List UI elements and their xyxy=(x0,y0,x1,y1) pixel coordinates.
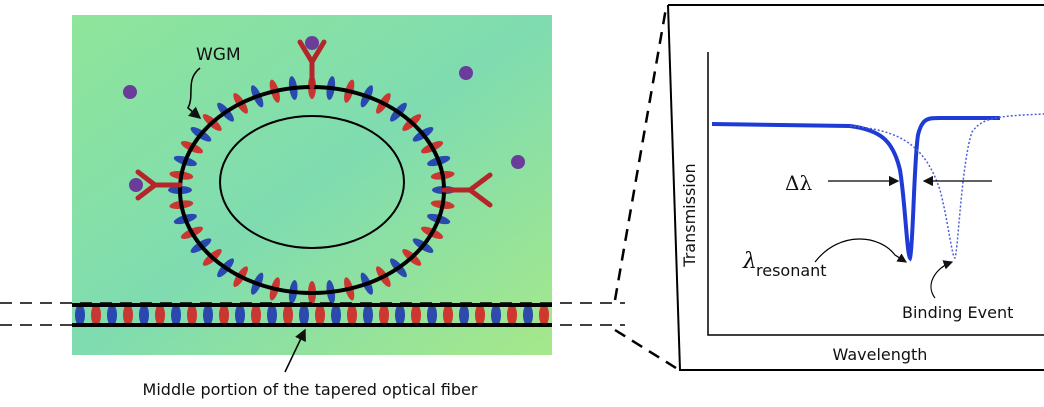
mode-lobe xyxy=(91,304,101,326)
mode-lobe xyxy=(283,304,293,326)
simulation-panel: WGM Middle portion of the tapered optica… xyxy=(72,15,552,399)
resonator-inner xyxy=(219,115,405,249)
fiber-arrow xyxy=(284,328,306,373)
mode-lobe xyxy=(475,304,485,326)
molecule xyxy=(129,178,143,192)
mode-lobe xyxy=(251,304,261,326)
panel-frame xyxy=(667,4,1044,371)
mode-lobe xyxy=(75,304,85,326)
resonance-arrow xyxy=(814,238,908,263)
antibodies xyxy=(135,39,493,208)
mode-lobe xyxy=(267,304,277,326)
molecules xyxy=(123,36,525,192)
fiber-label: Middle portion of the tapered optical fi… xyxy=(143,380,478,399)
connector-lines xyxy=(0,7,677,370)
resonance-symbol: λ xyxy=(742,249,757,274)
molecule xyxy=(305,36,319,50)
dashed-line xyxy=(614,328,677,370)
mode-lobe xyxy=(395,304,405,326)
resonance-subscript: resonant xyxy=(756,261,827,280)
mode-lobe xyxy=(491,304,501,326)
mode-lobe xyxy=(539,304,549,326)
resonance-curve xyxy=(711,116,1000,262)
mode-lobe xyxy=(347,304,357,326)
axes xyxy=(707,52,1044,336)
binding-label: Binding Event xyxy=(902,303,1013,322)
molecule xyxy=(123,85,137,99)
x-axis-label: Wavelength xyxy=(833,345,928,364)
mode-lobe xyxy=(331,304,341,326)
mode-lobe xyxy=(507,304,517,326)
antibody xyxy=(135,169,183,201)
mode-lobe xyxy=(443,304,453,326)
antibody xyxy=(441,172,493,208)
wgm-arrow xyxy=(187,67,202,119)
mode-lobe xyxy=(427,304,437,326)
shifted-curve xyxy=(849,113,1044,259)
mode-lobe xyxy=(171,304,181,326)
mode-lobe xyxy=(299,304,309,326)
antibody xyxy=(297,39,327,90)
mode-lobe xyxy=(107,304,117,326)
binding-arrow xyxy=(930,260,954,299)
mode-lobe xyxy=(203,304,213,326)
mode-lobe xyxy=(379,304,389,326)
mode-lobe xyxy=(123,304,133,326)
mode-lobe xyxy=(235,304,245,326)
mode-lobe xyxy=(187,304,197,326)
mode-lobe xyxy=(523,304,533,326)
mode-lobe xyxy=(315,304,325,326)
wgm-label: WGM xyxy=(196,45,241,65)
molecule xyxy=(511,155,525,169)
mode-lobe xyxy=(219,304,229,326)
mode-lobe xyxy=(155,304,165,326)
mode-lobe xyxy=(363,304,373,326)
spectrum-panel: Transmission Wavelength Δλ λ resonant Bi… xyxy=(667,4,1044,371)
molecule xyxy=(459,66,473,80)
dashed-line xyxy=(613,7,668,301)
mode-lobe xyxy=(139,304,149,326)
mode-lobe xyxy=(411,304,421,326)
shift-label: Δλ xyxy=(785,171,812,195)
y-axis-label: Transmission xyxy=(680,163,699,267)
mode-lobe xyxy=(459,304,469,326)
